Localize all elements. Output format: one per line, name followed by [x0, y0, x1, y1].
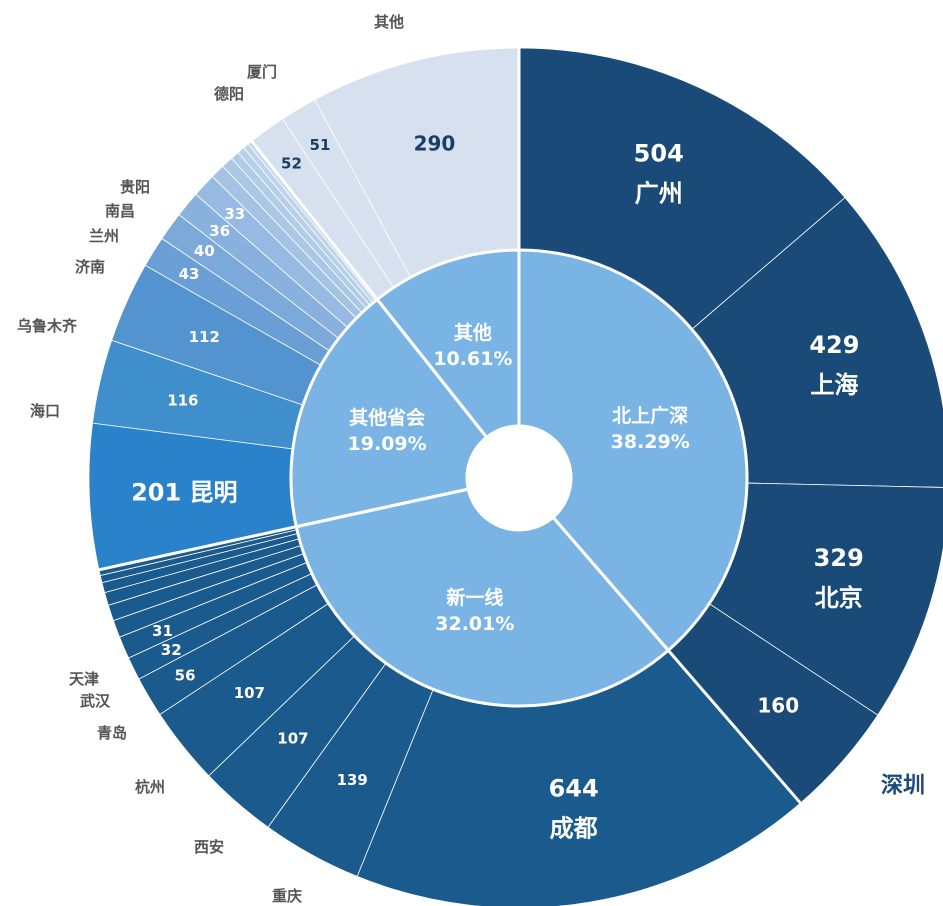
value-label-32: 290: [414, 132, 456, 156]
chart-labels: 北上广深 38.29% 新一线 32.01% 其他省会 19.09% 其他 10.61% 504…: [17, 13, 925, 905]
external-label-0: 其他: [374, 13, 404, 31]
center-hole: [467, 426, 571, 530]
external-label-11: 青岛: [97, 724, 127, 742]
inner-ring: [289, 248, 749, 708]
value-label-20: 43: [179, 265, 200, 283]
slice-name-2: 北京: [815, 584, 863, 612]
value-label-7: 107: [234, 684, 265, 702]
inner-label-1: 新一线: [446, 586, 503, 609]
value-label-30: 52: [281, 155, 302, 173]
value-label-17: 201 昆明: [131, 479, 237, 507]
inner-pct-1: 32.01%: [435, 613, 514, 635]
external-label-8: 海口: [30, 402, 60, 420]
group-separator-3: [250, 140, 488, 439]
value-label-2: 329: [814, 544, 864, 572]
value-label-5: 139: [337, 771, 368, 789]
value-label-3: 160: [757, 694, 799, 718]
inner-label-2: 其他省会: [349, 406, 425, 429]
value-label-18: 116: [167, 391, 198, 409]
external-label-14: 重庆: [272, 887, 302, 905]
slice-name-4: 成都: [550, 815, 598, 843]
external-label-15: 深圳: [881, 774, 925, 799]
value-label-23: 33: [224, 205, 245, 223]
external-label-13: 西安: [194, 838, 224, 856]
group-separator-2: [98, 487, 469, 572]
inner-pct-3: 10.61%: [433, 348, 512, 370]
value-label-8: 56: [175, 667, 196, 685]
value-label-21: 40: [194, 242, 215, 260]
group-separator-1: [551, 516, 802, 805]
external-label-4: 南昌: [105, 202, 135, 220]
slice-name-1: 上海: [810, 371, 858, 399]
value-label-19: 112: [189, 328, 220, 346]
external-label-7: 乌鲁木齐: [17, 317, 78, 335]
value-label-31: 51: [310, 136, 331, 154]
value-label-6: 107: [277, 730, 308, 748]
external-label-10: 武汉: [80, 692, 111, 710]
external-label-12: 杭州: [135, 778, 165, 796]
inner-slice-0: [517, 248, 749, 653]
value-label-0: 504: [634, 140, 684, 168]
slice-name-0: 广州: [635, 180, 683, 208]
value-label-1: 429: [809, 331, 859, 359]
value-label-10: 31: [152, 622, 173, 640]
inner-label-3: 其他: [454, 321, 492, 344]
inner-pct-2: 19.09%: [348, 433, 427, 455]
external-label-9: 天津: [69, 670, 99, 688]
external-label-3: 贵阳: [120, 178, 150, 196]
external-label-2: 德阳: [214, 85, 244, 103]
inner-label-0: 北上广深: [612, 404, 688, 427]
value-label-4: 644: [549, 775, 599, 803]
value-label-9: 32: [161, 641, 182, 659]
external-label-5: 兰州: [89, 227, 119, 245]
value-label-22: 36: [209, 222, 230, 240]
external-label-6: 济南: [75, 258, 105, 276]
outer-ring: [88, 47, 943, 906]
inner-pct-0: 38.29%: [611, 431, 690, 453]
external-label-1: 厦门: [247, 63, 277, 81]
